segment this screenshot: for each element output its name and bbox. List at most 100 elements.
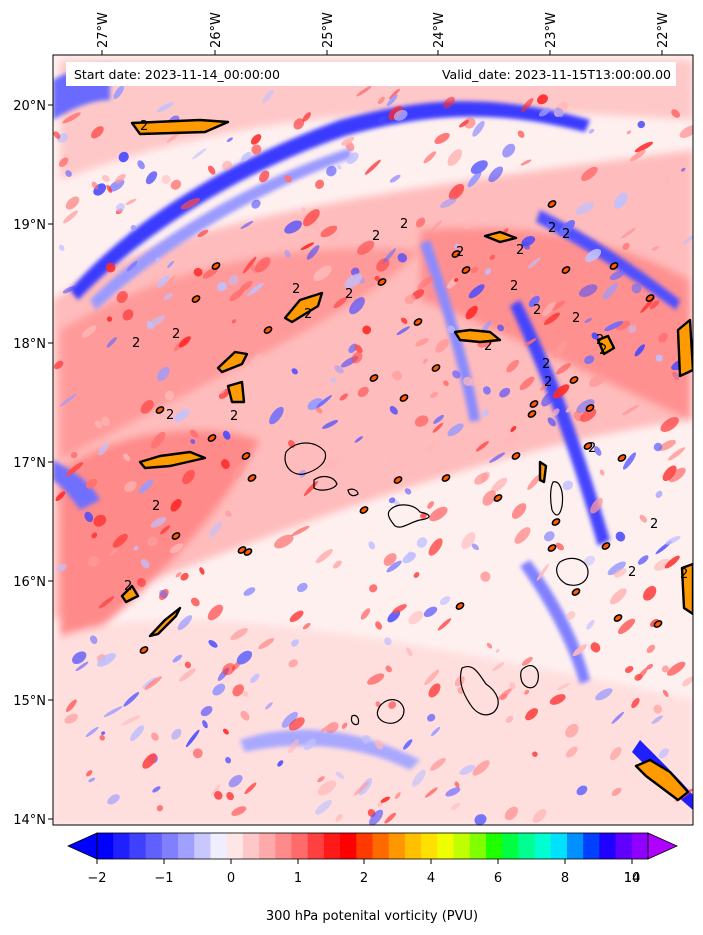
vorticity-cell — [415, 338, 429, 347]
vorticity-cell — [240, 710, 250, 721]
colorbar-tick-label: 6 — [494, 871, 502, 886]
vorticity-cell — [472, 120, 485, 137]
island-santa-luzia — [347, 488, 359, 497]
pv-contour-spot — [241, 452, 251, 460]
vorticity-cell — [236, 650, 253, 665]
vorticity-cell — [89, 635, 98, 645]
vorticity-cell — [593, 446, 602, 456]
colorbar-cell — [340, 833, 357, 859]
lat-label-18n: 18°N — [13, 337, 46, 352]
vorticity-cell — [423, 151, 437, 164]
vorticity-cell — [144, 676, 162, 690]
vorticity-cell — [459, 119, 469, 128]
vorticity-cell — [543, 531, 555, 542]
vorticity-cell — [150, 516, 167, 528]
vorticity-cell — [392, 370, 403, 381]
pv-contour — [453, 328, 502, 344]
vorticity-cell — [552, 408, 560, 416]
vorticity-cell — [590, 497, 603, 514]
vorticity-cell — [639, 514, 648, 523]
vorticity-cell — [232, 684, 244, 697]
vorticity-cell — [489, 452, 506, 463]
pv-contour-spot — [247, 474, 257, 482]
vorticity-cell — [202, 720, 208, 729]
colorbar-cell — [323, 833, 341, 859]
vorticity-cell — [417, 275, 434, 290]
pv-contour-spot — [211, 262, 221, 270]
vorticity-cell — [432, 422, 444, 433]
vorticity-cell — [500, 693, 508, 701]
lat-label-14n: 14°N — [13, 813, 46, 828]
vorticity-cell — [228, 774, 243, 788]
vorticity-cell — [636, 667, 648, 681]
pv-contour-spot — [359, 506, 369, 514]
vorticity-cell — [242, 690, 249, 697]
vorticity-cell — [383, 553, 397, 566]
vorticity-cell — [155, 257, 161, 263]
vorticity-cell — [502, 143, 516, 158]
vorticity-cell — [662, 176, 671, 185]
pv-contour-spot — [569, 376, 579, 384]
colorbar-cell — [275, 833, 293, 859]
vorticity-cell — [244, 782, 257, 795]
vorticity-cell — [159, 589, 168, 599]
vorticity-cell — [91, 181, 99, 190]
lon-label-23w: 23°W — [544, 12, 559, 48]
vorticity-cell — [171, 728, 182, 740]
vorticity-cell — [140, 559, 150, 569]
vorticity-cell — [628, 324, 637, 334]
vorticity-cell — [604, 321, 624, 332]
vorticity-cell — [427, 713, 436, 722]
vorticity-cell — [452, 370, 461, 379]
vorticity-cell — [339, 393, 348, 401]
contour-label: 2 — [544, 375, 552, 390]
vorticity-cell — [265, 702, 273, 710]
vorticity-cell — [481, 408, 490, 418]
vorticity-cell — [126, 260, 138, 272]
colorbar-cell — [566, 833, 584, 859]
vorticity-cell — [448, 183, 465, 200]
vorticity-cell — [622, 242, 630, 251]
pv-contour — [216, 350, 249, 374]
vorticity-cell — [434, 132, 450, 144]
vorticity-cell — [169, 543, 184, 554]
vorticity-cell — [197, 229, 209, 238]
vorticity-cell — [671, 109, 681, 118]
colorbar-cell — [113, 833, 131, 859]
vorticity-cell — [576, 399, 595, 414]
vorticity-cell — [113, 85, 124, 100]
vorticity-cell — [624, 666, 634, 673]
vorticity-cell — [192, 748, 203, 759]
vorticity-cell — [211, 784, 221, 796]
vorticity-cell — [284, 175, 292, 183]
colorbar-tick-label: 4 — [427, 871, 435, 886]
vorticity-cell — [461, 532, 476, 550]
vorticity-cell — [433, 414, 444, 424]
vorticity-cell — [429, 391, 439, 398]
pv-contour-spot — [207, 434, 217, 442]
vorticity-cell — [269, 406, 284, 425]
vorticity-cell — [375, 621, 383, 630]
coastlines — [284, 442, 589, 726]
vorticity-cell — [84, 511, 94, 523]
pv-contour-spot — [613, 614, 623, 622]
vorticity-cell — [222, 663, 236, 676]
vorticity-cell — [251, 144, 262, 155]
vorticity-cell — [380, 796, 390, 803]
vorticity-cell — [447, 423, 464, 437]
vorticity-cell — [607, 561, 626, 576]
vorticity-cell — [388, 701, 397, 709]
vorticity-cell — [431, 726, 441, 737]
vorticity-cell — [377, 116, 387, 125]
island-santiago — [459, 666, 499, 716]
vorticity-cell — [555, 542, 564, 551]
vorticity-cell — [602, 282, 619, 300]
pv-contour-spot — [529, 400, 539, 408]
vorticity-cell — [167, 260, 175, 269]
vorticity-cell — [532, 751, 538, 757]
vorticity-cell — [121, 715, 141, 726]
vorticity-cell — [517, 130, 525, 138]
vorticity-cell — [649, 300, 660, 310]
vorticity-cell — [247, 283, 264, 296]
